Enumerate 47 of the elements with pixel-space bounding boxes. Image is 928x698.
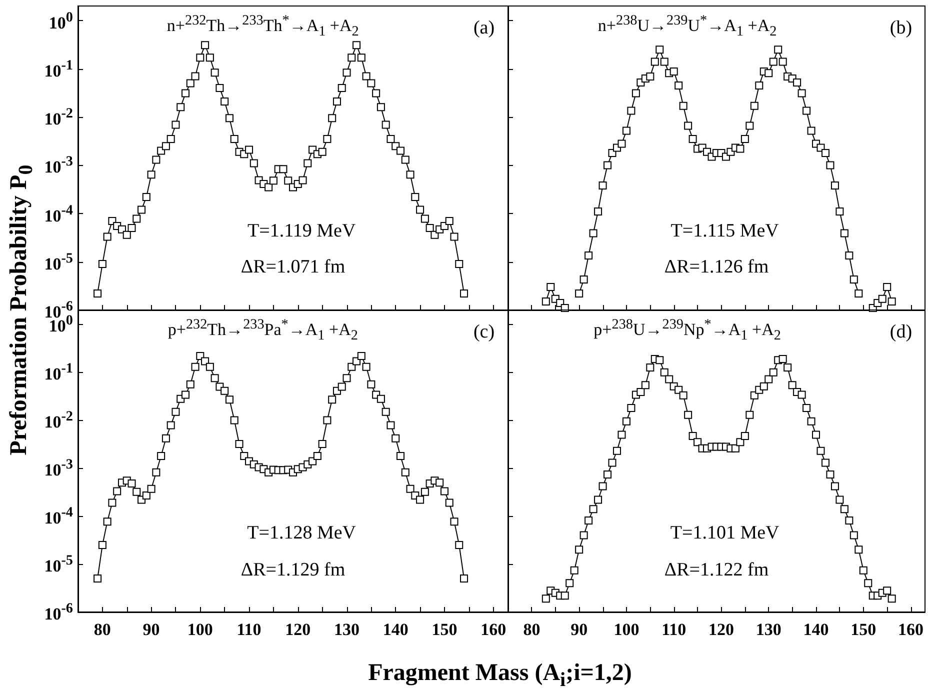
text: p+$^{238}$U→$^{239}$Np$^{*}$→A$_{1}$ +A$_{2}$ <box>594 316 781 344</box>
x-tick-label: 140 <box>803 620 829 639</box>
annotation: T=1.101 MeV <box>670 522 780 544</box>
text: n+$^{238}$U→$^{239}$U$^{*}$→A$_{1}$ +A$_{2}$ <box>598 12 777 40</box>
y-tick-label: 10$^{-4}$ <box>44 202 73 225</box>
x-tick-label: 140 <box>382 620 408 639</box>
x-tick-label: 150 <box>432 620 458 639</box>
x-tick-label: 120 <box>708 620 734 639</box>
x-tick-label: 130 <box>756 620 782 639</box>
x-tick-label: 160 <box>480 620 506 639</box>
y-tick-label: 10$^{-5}$ <box>44 552 73 576</box>
annotation: ΔR=1.122 fm <box>664 559 769 580</box>
annotation: T=1.115 MeV <box>670 220 779 242</box>
x-tick-label: 80 <box>523 620 540 639</box>
y-tick-label: 10$^{-3}$ <box>44 154 73 177</box>
annotation: (d) <box>890 322 912 342</box>
y-tick-label: 10$^{-4}$ <box>44 504 73 528</box>
text: n+$^{232}$Th→$^{233}$Th$^{*}$→A$_{1}$ +A$_{2}$ <box>166 12 359 40</box>
y-tick-label: 10$^{-1}$ <box>44 361 73 384</box>
annotation: ΔR=1.071 fm <box>240 256 346 278</box>
annotation: (b) <box>890 18 912 38</box>
x-tick-label: 90 <box>142 620 160 639</box>
y-tick-label: 10$^{0}$ <box>48 9 73 32</box>
annotation: T=1.119 MeV <box>248 220 356 242</box>
y-tick-label: 10$^{-3}$ <box>44 456 73 480</box>
y-tick-label: 10$^{-2}$ <box>44 408 73 432</box>
x-tick-label: 110 <box>236 620 262 639</box>
annotation: T=1.128 MeV <box>247 522 356 544</box>
annotation: (c) <box>473 322 495 342</box>
x-tick-label: 160 <box>898 620 924 639</box>
annotation: ΔR=1.129 fm <box>240 559 346 580</box>
y-tick-label: 10$^{-2}$ <box>44 106 73 128</box>
x-tick-label: 130 <box>334 620 360 639</box>
text: p+$^{232}$Th→$^{233}$Pa$^{*}$→A$_{1}$ +A$_{2}$ <box>168 316 358 344</box>
y-tick-label: 10$^{-5}$ <box>44 250 73 274</box>
x-tick-label: 120 <box>285 620 311 639</box>
x-axis-title: Fragment Mass (A$_{i}$;i=1,2) <box>368 660 632 692</box>
y-tick-label: 10$^{-6}$ <box>44 600 73 624</box>
x-tick-label: 80 <box>94 620 111 639</box>
y-tick-label: 10$^{-1}$ <box>44 57 73 80</box>
annotation: ΔR=1.126 fm <box>664 256 769 278</box>
x-tick-label: 90 <box>570 620 588 639</box>
annotation: (a) <box>473 18 495 38</box>
x-tick-label: 100 <box>614 620 640 639</box>
x-tick-label: 110 <box>662 620 686 639</box>
x-tick-label: 100 <box>187 620 213 639</box>
x-tick-label: 150 <box>850 620 876 639</box>
